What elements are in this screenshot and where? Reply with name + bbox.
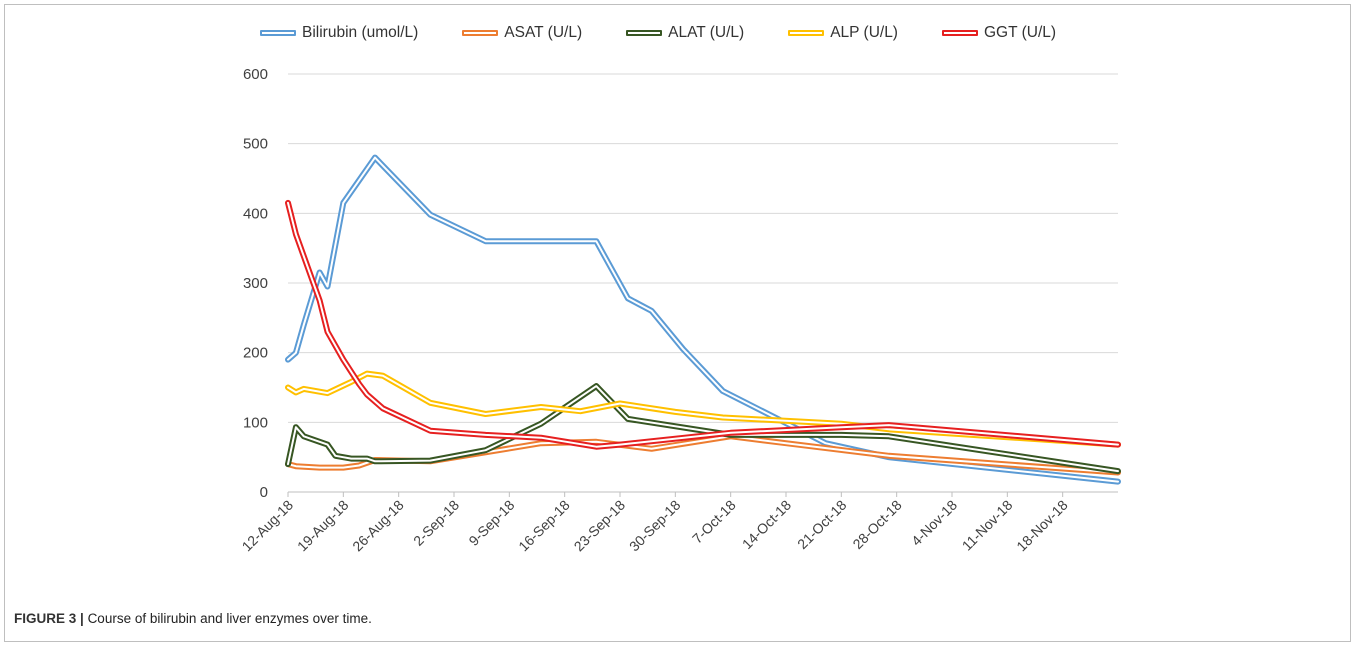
legend-swatch	[788, 30, 825, 36]
caption-text: Course of bilirubin and liver enzymes ov…	[87, 611, 372, 626]
legend-item: ALP (U/L)	[788, 24, 898, 42]
y-tick-label: 0	[260, 484, 268, 501]
legend-label: Bilirubin (umol/L)	[302, 24, 419, 41]
x-tick-label: 18-Nov-18	[1013, 497, 1071, 555]
x-tick-label: 28-Oct-18	[849, 497, 904, 552]
series-line-inner-3	[287, 385, 1119, 473]
x-tick-label: 23-Sep-18	[571, 497, 629, 555]
legend-item: ASAT (U/L)	[462, 24, 582, 42]
chart-legend: Bilirubin (umol/L) ASAT (U/L) ALAT (U/L) AL…	[260, 24, 1100, 42]
series-line-inner-5	[287, 201, 1119, 448]
legend-swatch	[462, 30, 499, 36]
legend-swatch	[260, 30, 296, 36]
x-tick-label: 9-Sep-18	[465, 497, 517, 549]
y-tick-label: 500	[243, 136, 268, 153]
x-tick-label: 14-Oct-18	[739, 497, 794, 552]
legend-swatch	[941, 30, 978, 36]
figure-label: FIGURE 3 |	[14, 611, 84, 626]
y-tick-label: 300	[243, 275, 268, 292]
y-tick-label: 100	[243, 414, 268, 431]
x-tick-label: 21-Oct-18	[794, 497, 849, 552]
series-line-5	[285, 199, 1121, 450]
x-tick-label: 2-Sep-18	[410, 497, 462, 549]
x-tick-label: 4-Nov-18	[908, 497, 960, 549]
legend-label: ALP (U/L)	[830, 24, 898, 41]
legend-item: Bilirubin (umol/L)	[260, 24, 418, 42]
figure-caption: FIGURE 3 | Course of bilirubin and liver…	[14, 611, 372, 626]
legend-label: ALAT (U/L)	[668, 24, 745, 41]
legend-item: ALAT (U/L)	[626, 24, 744, 42]
x-tick-label: 30-Sep-18	[626, 497, 684, 555]
legend-swatch	[626, 30, 663, 36]
series-line-inner-4	[287, 372, 1119, 446]
x-tick-label: 16-Sep-18	[515, 497, 573, 555]
y-tick-label: 400	[243, 205, 268, 222]
x-tick-label: 19-Aug-18	[294, 497, 352, 555]
y-tick-label: 600	[243, 66, 268, 83]
legend-item: GGT (U/L)	[941, 24, 1057, 42]
legend-label: ASAT (U/L)	[504, 24, 583, 41]
x-tick-label: 26-Aug-18	[349, 497, 407, 555]
figure-frame	[4, 4, 1351, 642]
x-tick-label: 7-Oct-18	[689, 497, 739, 547]
legend-label: GGT (U/L)	[983, 24, 1057, 41]
series-line-3	[285, 383, 1121, 475]
y-tick-label: 200	[243, 345, 268, 362]
x-tick-label: 12-Aug-18	[239, 497, 297, 555]
x-tick-label: 11-Nov-18	[959, 497, 1016, 554]
series-line-inner-1	[287, 156, 1119, 483]
